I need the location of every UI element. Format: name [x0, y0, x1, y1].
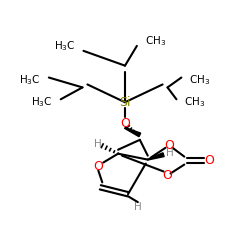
Text: $\mathsf{CH_3}$: $\mathsf{CH_3}$: [184, 95, 206, 109]
Polygon shape: [125, 128, 141, 137]
Text: O: O: [162, 169, 172, 182]
Text: $\mathsf{CH_3}$: $\mathsf{CH_3}$: [189, 74, 210, 88]
Text: O: O: [204, 154, 214, 167]
Text: $\mathsf{H_3C}$: $\mathsf{H_3C}$: [54, 39, 76, 53]
Text: O: O: [120, 116, 130, 130]
Text: $\mathsf{CH_3}$: $\mathsf{CH_3}$: [145, 34, 166, 48]
Polygon shape: [148, 153, 164, 160]
Text: H: H: [134, 202, 142, 212]
Text: H: H: [166, 148, 173, 158]
Text: O: O: [164, 139, 174, 152]
Text: $\mathsf{H_3C}$: $\mathsf{H_3C}$: [19, 74, 41, 88]
Text: Si: Si: [119, 96, 131, 109]
Text: H: H: [94, 139, 102, 149]
Text: $\mathsf{H_3C}$: $\mathsf{H_3C}$: [31, 95, 53, 109]
Text: O: O: [93, 160, 103, 173]
